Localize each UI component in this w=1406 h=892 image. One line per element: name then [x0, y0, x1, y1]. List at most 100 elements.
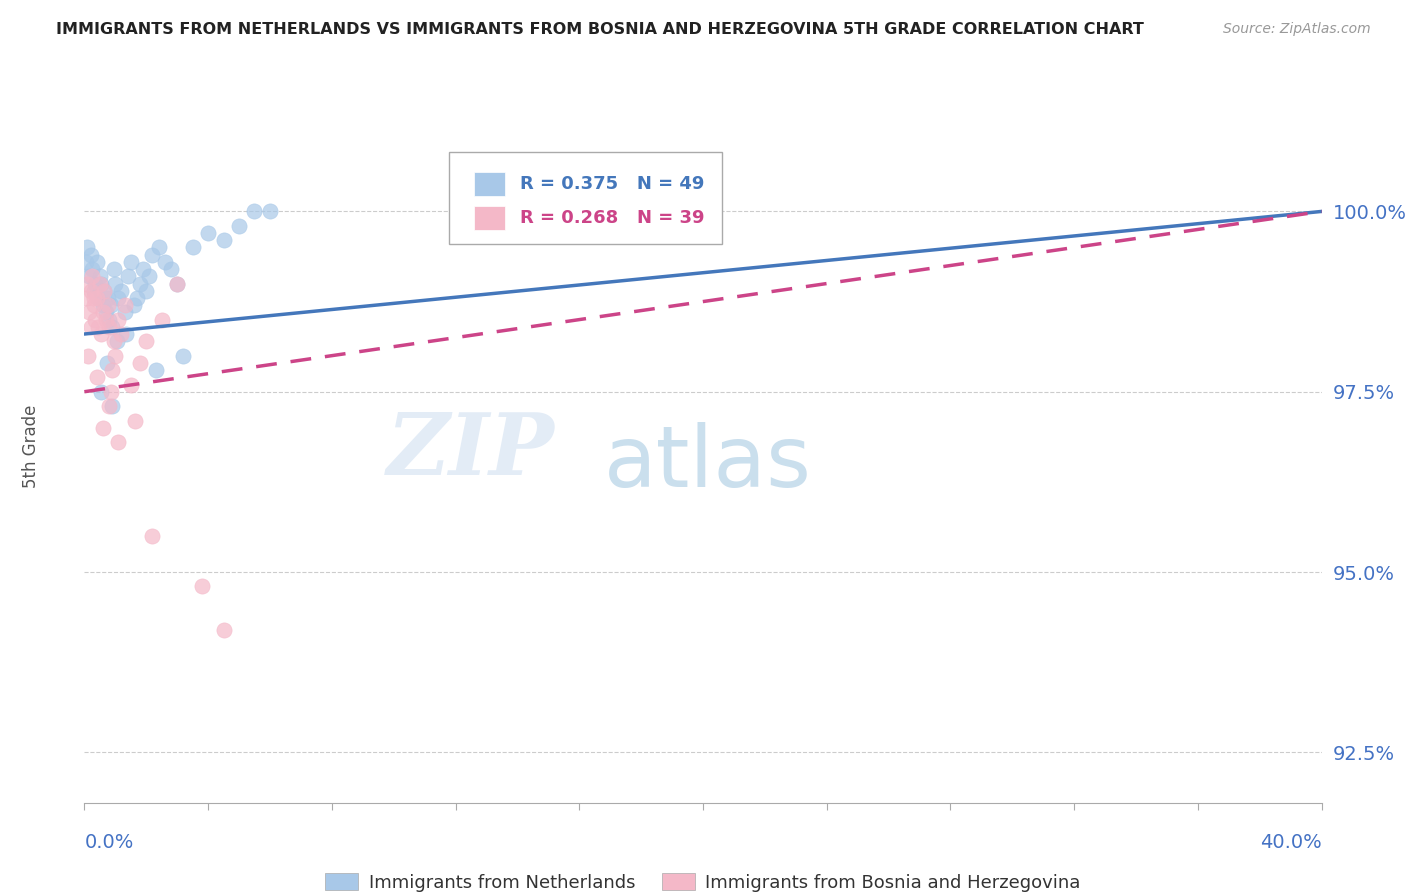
- Text: 40.0%: 40.0%: [1260, 833, 1322, 853]
- Point: [129, 277, 152, 291]
- Point: [93, 284, 115, 298]
- Point: [100, 298, 122, 312]
- Point: [89, 269, 111, 284]
- Point: [141, 529, 163, 543]
- Point: [98, 312, 121, 326]
- Point: [83, 284, 105, 298]
- Point: [86, 255, 108, 269]
- FancyBboxPatch shape: [474, 172, 505, 196]
- Point: [86, 291, 108, 305]
- Point: [86, 370, 108, 384]
- Text: ZIP: ZIP: [387, 409, 554, 492]
- Point: [82, 262, 104, 277]
- Point: [101, 319, 124, 334]
- Legend: Immigrants from Netherlands, Immigrants from Bosnia and Herzegovina: Immigrants from Netherlands, Immigrants …: [318, 866, 1088, 892]
- Point: [91, 421, 114, 435]
- Text: R = 0.375   N = 49: R = 0.375 N = 49: [520, 175, 704, 193]
- Point: [105, 334, 128, 349]
- Point: [228, 219, 250, 233]
- Point: [83, 291, 105, 305]
- Point: [77, 349, 100, 363]
- Point: [87, 291, 110, 305]
- Text: IMMIGRANTS FROM NETHERLANDS VS IMMIGRANTS FROM BOSNIA AND HERZEGOVINA 5TH GRADE : IMMIGRANTS FROM NETHERLANDS VS IMMIGRANT…: [56, 22, 1144, 37]
- Point: [100, 384, 122, 399]
- Point: [91, 298, 114, 312]
- Point: [114, 298, 136, 312]
- Point: [96, 356, 118, 370]
- Point: [93, 284, 115, 298]
- Point: [110, 326, 132, 341]
- Point: [75, 291, 97, 305]
- Point: [243, 204, 266, 219]
- Point: [75, 255, 97, 269]
- Point: [107, 435, 129, 450]
- Point: [110, 284, 132, 298]
- Point: [79, 284, 101, 298]
- Point: [160, 262, 183, 277]
- Point: [115, 326, 138, 341]
- Point: [259, 204, 281, 219]
- Point: [91, 305, 114, 319]
- Point: [212, 233, 235, 247]
- Point: [166, 277, 188, 291]
- Text: 0.0%: 0.0%: [84, 833, 134, 853]
- Point: [101, 363, 124, 377]
- Text: atlas: atlas: [605, 422, 813, 506]
- Point: [129, 356, 152, 370]
- Point: [76, 240, 98, 254]
- Point: [77, 305, 100, 319]
- Point: [125, 291, 148, 305]
- Point: [96, 298, 118, 312]
- Point: [197, 226, 219, 240]
- Point: [145, 363, 167, 377]
- Point: [148, 240, 170, 254]
- Point: [98, 399, 121, 413]
- Point: [82, 269, 104, 284]
- Point: [90, 326, 112, 341]
- Point: [172, 349, 194, 363]
- Point: [87, 319, 110, 334]
- Point: [103, 334, 125, 349]
- Point: [101, 399, 124, 413]
- Point: [84, 312, 107, 326]
- Point: [80, 319, 103, 334]
- Point: [166, 277, 188, 291]
- Point: [132, 262, 155, 277]
- Point: [83, 298, 105, 312]
- Point: [181, 240, 204, 254]
- FancyBboxPatch shape: [450, 152, 721, 244]
- Point: [94, 312, 117, 326]
- FancyBboxPatch shape: [474, 206, 505, 230]
- Point: [150, 312, 173, 326]
- Point: [191, 579, 214, 593]
- Point: [135, 334, 157, 349]
- Text: 5th Grade: 5th Grade: [22, 404, 39, 488]
- Point: [76, 277, 98, 291]
- Point: [135, 284, 157, 298]
- Point: [120, 377, 142, 392]
- Point: [90, 277, 112, 291]
- Point: [104, 277, 127, 291]
- Point: [138, 269, 160, 284]
- Point: [122, 298, 145, 312]
- Point: [104, 349, 127, 363]
- Text: Source: ZipAtlas.com: Source: ZipAtlas.com: [1223, 22, 1371, 37]
- Text: R = 0.268   N = 39: R = 0.268 N = 39: [520, 209, 704, 227]
- Point: [103, 262, 125, 277]
- Point: [153, 255, 176, 269]
- Point: [117, 269, 139, 284]
- Point: [84, 277, 107, 291]
- Point: [77, 269, 100, 284]
- Point: [124, 413, 146, 427]
- Point: [89, 277, 111, 291]
- Point: [98, 319, 121, 334]
- Point: [120, 255, 142, 269]
- Point: [94, 305, 117, 319]
- Point: [212, 623, 235, 637]
- Point: [107, 312, 129, 326]
- Point: [90, 384, 112, 399]
- Point: [96, 291, 118, 305]
- Point: [107, 291, 129, 305]
- Point: [141, 248, 163, 262]
- Point: [114, 305, 136, 319]
